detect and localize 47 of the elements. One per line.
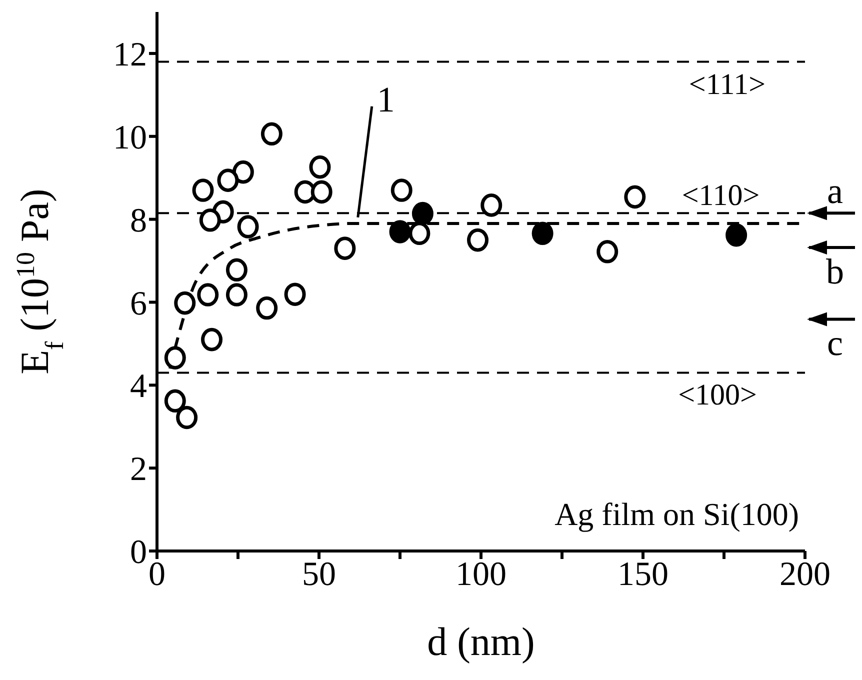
- point: [201, 328, 223, 352]
- annotation: 1: [376, 79, 395, 120]
- point: [199, 208, 221, 232]
- y-tick-label: 8: [130, 202, 147, 240]
- point: [232, 160, 254, 184]
- x-tick-label: 50: [302, 556, 336, 594]
- point: [726, 223, 748, 247]
- point: [164, 346, 186, 370]
- x-tick-label: 200: [780, 556, 830, 594]
- y-tick-label: 2: [130, 451, 147, 488]
- point: [176, 406, 198, 430]
- point: [389, 220, 411, 244]
- y-tick-label: 12: [113, 36, 147, 74]
- point: [226, 283, 248, 306]
- point: [197, 283, 219, 306]
- annotation: <111>: [688, 68, 766, 101]
- y-tick-label: 4: [130, 368, 147, 406]
- ref-line-label: a: [827, 171, 844, 212]
- point: [217, 168, 239, 192]
- point: [310, 180, 332, 204]
- point: [164, 389, 186, 413]
- point: [226, 258, 248, 282]
- point: [467, 228, 489, 252]
- point: [596, 240, 618, 264]
- point: [624, 185, 646, 209]
- point: [260, 122, 282, 146]
- x-axis-title: d (nm): [427, 619, 535, 664]
- point: [192, 178, 214, 202]
- ref-line-label: c: [827, 323, 843, 364]
- point: [284, 282, 306, 306]
- annotation: Ag film on Si(100): [554, 496, 799, 532]
- x-tick-label: 150: [618, 556, 668, 594]
- y-tick-label: 6: [130, 285, 147, 322]
- y-tick-label: 10: [113, 119, 147, 156]
- annotation: <100>: [678, 378, 757, 412]
- x-tick-label: 100: [456, 556, 506, 594]
- point: [532, 222, 554, 246]
- ref-line-label: b: [826, 252, 844, 292]
- point: [390, 178, 412, 202]
- point: [334, 236, 356, 260]
- point: [237, 215, 259, 238]
- point: [256, 296, 278, 320]
- point: [480, 194, 502, 217]
- annotation: <110>: [682, 179, 760, 212]
- point: [309, 155, 331, 179]
- point: [412, 202, 434, 226]
- point: [174, 291, 196, 315]
